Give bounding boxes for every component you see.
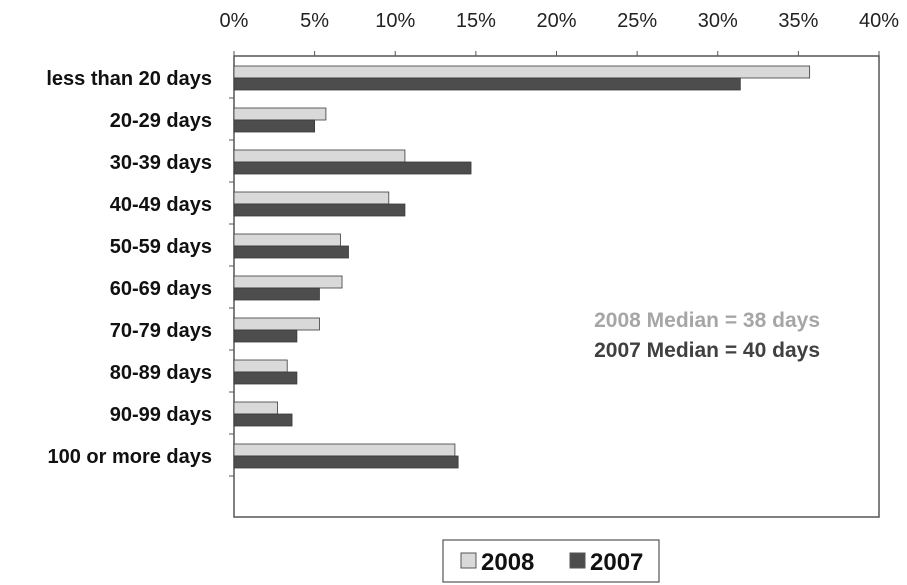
legend-label-2007: 2007 xyxy=(590,549,643,576)
bar-2007 xyxy=(233,413,293,427)
category-label: 100 or more days xyxy=(47,446,212,468)
bar-2007 xyxy=(233,77,741,91)
category-label: 60-69 days xyxy=(110,278,212,300)
bar-2008 xyxy=(233,359,288,373)
bar-2007 xyxy=(233,203,406,217)
category-label: 80-89 days xyxy=(110,362,212,384)
x-tick-label: 35% xyxy=(778,10,818,32)
annotation-2008-median: 2008 Median = 38 days xyxy=(594,309,820,332)
x-tick-label: 20% xyxy=(536,10,576,32)
bar-2008 xyxy=(233,65,811,79)
x-tick-label: 40% xyxy=(859,10,899,32)
bar-2008 xyxy=(233,317,320,331)
bar-2008 xyxy=(233,233,341,247)
x-tick-label: 30% xyxy=(698,10,738,32)
category-label: 50-59 days xyxy=(110,236,212,258)
bar-2008 xyxy=(233,443,456,457)
category-label: 70-79 days xyxy=(110,320,212,342)
category-label: 40-49 days xyxy=(110,194,212,216)
bar-2007 xyxy=(233,329,298,343)
bar-2008 xyxy=(233,401,278,415)
bar-2007 xyxy=(233,245,349,259)
legend-swatch-2007 xyxy=(569,552,586,569)
x-tick-label: 10% xyxy=(375,10,415,32)
bar-2008 xyxy=(233,107,327,121)
annotation-2007-median: 2007 Median = 40 days xyxy=(594,339,820,362)
category-label: less than 20 days xyxy=(46,68,212,90)
category-label: 20-29 days xyxy=(110,110,212,132)
x-axis-ticks: 0% 5% 10% 15% 20% 25% 30% 35% 40% xyxy=(220,10,899,56)
legend-swatch-2008 xyxy=(460,552,477,569)
legend-label-2008: 2008 xyxy=(481,549,534,576)
category-label: 90-99 days xyxy=(110,404,212,426)
bar-2008 xyxy=(233,149,406,163)
bars xyxy=(233,65,811,469)
x-tick-label: 15% xyxy=(456,10,496,32)
x-tick-label: 25% xyxy=(617,10,657,32)
bar-2007 xyxy=(233,371,298,385)
bar-2007 xyxy=(233,119,316,133)
bar-2007 xyxy=(233,287,320,301)
bar-2007 xyxy=(233,161,472,175)
x-tick-label: 5% xyxy=(300,10,329,32)
category-labels: less than 20 days 20-29 days 30-39 days 40-… xyxy=(46,68,234,477)
legend-box xyxy=(442,539,660,583)
bar-2008 xyxy=(233,275,343,289)
bar-2007 xyxy=(233,455,459,469)
legend: 2008 2007 xyxy=(442,539,660,583)
x-tick-label: 0% xyxy=(220,10,249,32)
category-label: 30-39 days xyxy=(110,152,212,174)
bar-2008 xyxy=(233,191,390,205)
